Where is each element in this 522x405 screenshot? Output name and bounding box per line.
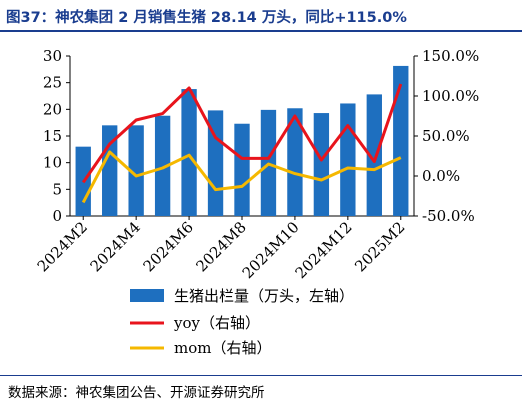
bar [340, 103, 356, 216]
mom-line [81, 150, 402, 204]
legend-label-yoy: yoy（右轴） [173, 314, 260, 332]
left-tick-label: 15 [43, 127, 62, 145]
title-rule [0, 30, 522, 32]
source-rule [0, 375, 522, 376]
legend-swatch-bar [130, 289, 164, 302]
left-tick-label: 5 [52, 180, 62, 198]
bar [128, 125, 144, 216]
x-tick-label: 2024M10 [239, 218, 303, 282]
source-note: 数据来源：神农集团公告、开源证券研究所 [8, 385, 265, 401]
left-tick-label: 10 [43, 154, 62, 172]
x-tick-label: 2024M12 [292, 218, 356, 282]
bar [287, 108, 303, 216]
left-tick-label: 25 [43, 74, 62, 92]
x-tick-label: 2024M2 [34, 218, 91, 275]
right-tick-label: 50.0% [422, 127, 470, 145]
legend-label-mom: mom（右轴） [174, 339, 271, 357]
bar [234, 123, 250, 216]
bar [154, 115, 171, 216]
x-tick-label: 2025M2 [351, 218, 408, 275]
left-tick-label: 20 [43, 100, 62, 118]
bar [393, 65, 409, 216]
bar [181, 89, 197, 216]
right-tick-label: 0.0% [422, 167, 460, 185]
chart-title: 图37：神农集团 2 月销售生猪 28.14 万头，同比+115.0% [6, 10, 407, 26]
left-tick-label: 30 [43, 47, 62, 65]
left-tick-label: 0 [52, 207, 62, 225]
bar [366, 94, 382, 216]
yoy-line [81, 83, 403, 184]
right-tick-label: -50.0% [422, 207, 475, 225]
legend-label-bar: 生猪出栏量（万头，左轴） [174, 287, 354, 305]
x-tick-label: 2024M4 [87, 218, 144, 275]
right-tick-label: 150.0% [422, 47, 479, 65]
bar [313, 113, 330, 216]
x-tick-label: 2024M6 [140, 218, 197, 275]
right-tick-label: 100.0% [422, 87, 479, 105]
